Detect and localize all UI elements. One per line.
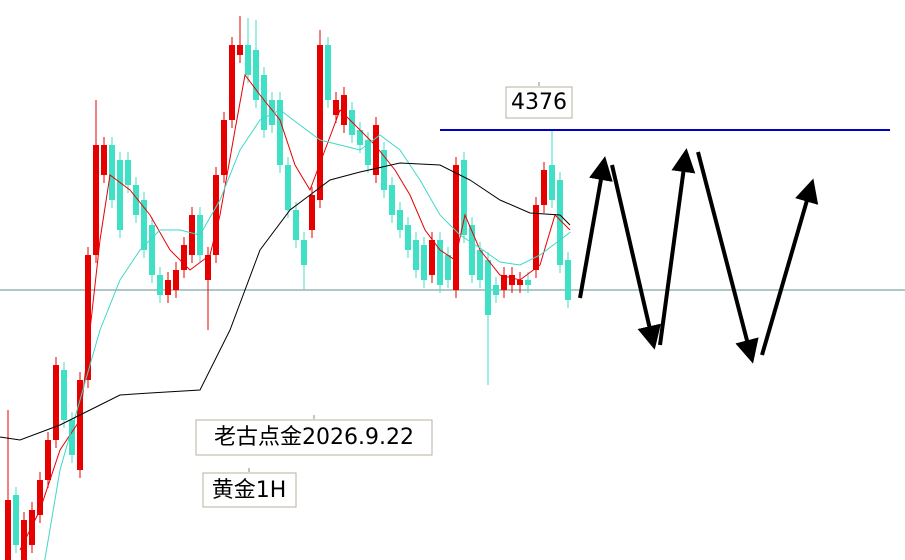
candle-body — [101, 145, 107, 175]
candle-body — [509, 275, 515, 285]
candle-body — [373, 125, 379, 175]
annotation: 老古点金2026.9.22 — [214, 425, 414, 450]
candle-body — [389, 185, 395, 215]
candle-body — [85, 255, 91, 380]
candle-body — [173, 270, 179, 290]
candle-body — [453, 165, 459, 290]
candle-body — [333, 100, 339, 115]
candle-body — [189, 215, 195, 255]
candle-body — [213, 175, 219, 255]
label-box — [505, 86, 573, 119]
candle-body — [117, 160, 123, 230]
candle-body — [533, 205, 539, 270]
arrow — [578, 156, 613, 299]
moving-average — [44, 109, 571, 560]
moving-average — [0, 162, 571, 441]
candle-body — [341, 95, 347, 125]
candle-body — [21, 520, 27, 560]
candle-body — [421, 245, 427, 280]
candle-body — [429, 240, 435, 275]
candle-body — [253, 50, 259, 100]
candle-body — [317, 45, 323, 200]
candle-body — [165, 280, 171, 295]
candle-body — [45, 440, 51, 480]
candle-body — [29, 510, 35, 545]
candle-body — [245, 45, 251, 75]
candle-body — [61, 370, 67, 420]
candle-body — [501, 275, 507, 290]
candle-body — [141, 200, 147, 250]
candle-body — [181, 245, 187, 270]
candle-body — [285, 165, 291, 210]
candle-body — [205, 255, 211, 280]
candle-body — [237, 45, 243, 55]
candle-body — [517, 280, 523, 285]
candle-body — [525, 280, 531, 285]
candle-body — [13, 495, 19, 545]
candle-body — [325, 45, 331, 100]
level-label: 4376 — [511, 90, 567, 115]
candle-body — [261, 75, 267, 130]
candle-body — [109, 145, 115, 200]
annotation-box — [195, 419, 433, 456]
candle-body — [69, 420, 75, 455]
candle-body — [93, 145, 99, 255]
candle-body — [301, 240, 307, 265]
candle-body — [461, 160, 467, 235]
candle-body — [357, 130, 363, 145]
candle-body — [493, 285, 499, 295]
candle-body — [469, 225, 475, 275]
candle-body — [133, 185, 139, 215]
candle-body — [149, 225, 155, 275]
candle-body — [437, 240, 443, 285]
arrow — [658, 148, 696, 346]
candle-body — [485, 260, 491, 315]
arrow — [760, 178, 819, 356]
candle-body — [229, 45, 235, 120]
candle-body — [477, 250, 483, 280]
candle-body — [125, 160, 131, 185]
candle-body — [77, 380, 83, 470]
candle-body — [381, 150, 387, 190]
candle-body — [293, 210, 299, 240]
candle-body — [541, 170, 547, 205]
candle-body — [277, 100, 283, 165]
moving-average — [19, 73, 571, 551]
arrow — [610, 164, 661, 350]
candle-body — [405, 225, 411, 250]
candle-body — [557, 180, 563, 265]
candle-body — [565, 260, 571, 300]
annotation: 黄金1H — [212, 478, 287, 503]
annotation-box — [202, 472, 297, 508]
arrow — [696, 151, 759, 364]
candle-body — [269, 100, 275, 125]
candle-body — [445, 255, 451, 280]
candle-body — [157, 275, 163, 295]
candle-body — [37, 480, 43, 515]
plot — [0, 16, 905, 560]
candle-body — [413, 240, 419, 270]
candle-body — [5, 500, 11, 560]
arrows — [578, 148, 819, 364]
candle-body — [221, 120, 227, 175]
candle-body — [549, 165, 555, 200]
candle-body — [365, 140, 371, 165]
candle-body — [309, 195, 315, 230]
candle-body — [397, 210, 403, 230]
candle-body — [53, 365, 59, 440]
